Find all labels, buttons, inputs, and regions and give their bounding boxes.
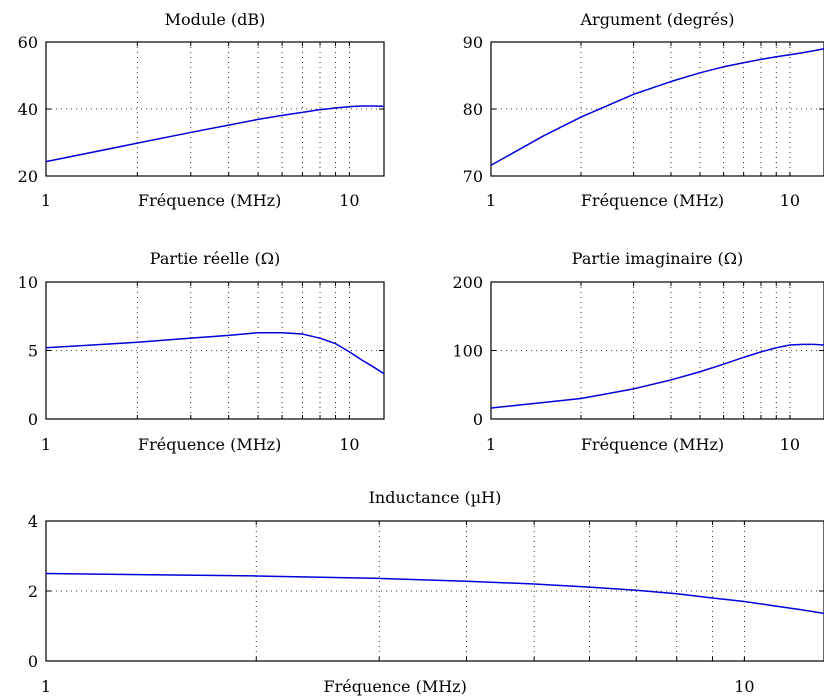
x-axis-label: Fréquence (MHz) — [324, 677, 467, 696]
series-line-partie-reelle — [45, 331, 385, 375]
x-axis-label: Fréquence (MHz) — [581, 191, 724, 210]
y-tick-label: 2 — [28, 582, 38, 601]
x-tick-label: 10 — [339, 435, 359, 454]
series-line-module — [45, 105, 385, 163]
chart-partie-reelle: 0 5 10 1 10 Partie réelle (Ω) Fréquence (MHz) — [18, 249, 385, 454]
y-tick-label: 200 — [452, 273, 483, 292]
plot-frame — [490, 281, 824, 420]
series-line-argument — [490, 47, 824, 166]
x-tick-label: 1 — [41, 677, 51, 696]
x-axis-label: Fréquence (MHz) — [581, 435, 724, 454]
x-tick-label: 1 — [486, 191, 496, 210]
x-tick-label: 1 — [41, 191, 51, 210]
y-tick-label: 40 — [18, 100, 38, 119]
y-tick-label: 0 — [28, 410, 38, 429]
y-tick-label: 70 — [463, 167, 483, 186]
x-tick-label: 10 — [780, 435, 800, 454]
plot-frame — [490, 41, 824, 177]
x-tick-label: 10 — [780, 191, 800, 210]
chart-title: Partie imaginaire (Ω) — [572, 249, 743, 268]
y-tick-label: 90 — [463, 33, 483, 52]
chart-title: Partie réelle (Ω) — [150, 249, 280, 268]
y-tick-label: 0 — [473, 410, 483, 429]
series-line-inductance — [45, 572, 824, 615]
y-tick-label: 80 — [463, 100, 483, 119]
chart-inductance: 0 2 4 1 10 Inductance (µH) Fréquence (MHz) — [28, 488, 824, 696]
x-tick-label: 10 — [734, 677, 754, 696]
x-axis-label: Fréquence (MHz) — [138, 435, 281, 454]
series-line-partie-imaginaire — [490, 343, 824, 409]
y-tick-label: 100 — [452, 342, 483, 361]
chart-argument: 70 80 90 1 10 Argument (degrés) Fréquence (MHz… — [463, 10, 824, 210]
x-tick-label: 1 — [41, 435, 51, 454]
x-tick-label: 1 — [486, 435, 496, 454]
y-tick-label: 60 — [18, 33, 38, 52]
chart-title: Argument (degrés) — [580, 10, 735, 29]
y-tick-label: 20 — [18, 167, 38, 186]
y-tick-label: 5 — [28, 342, 38, 361]
chart-title: Inductance (µH) — [369, 488, 502, 507]
chart-partie-imaginaire: 0 100 200 1 10 Partie imaginaire (Ω) Fréquence… — [452, 249, 824, 454]
plot-frame — [45, 520, 824, 662]
y-tick-label: 0 — [28, 652, 38, 671]
chart-module: 20 40 60 1 10 Module (dB) Fréquence (MHz) — [18, 10, 385, 210]
y-tick-label: 4 — [28, 512, 38, 531]
y-tick-label: 10 — [18, 273, 38, 292]
x-tick-label: 10 — [339, 191, 359, 210]
x-axis-label: Fréquence (MHz) — [138, 191, 281, 210]
chart-title: Module (dB) — [165, 10, 266, 29]
